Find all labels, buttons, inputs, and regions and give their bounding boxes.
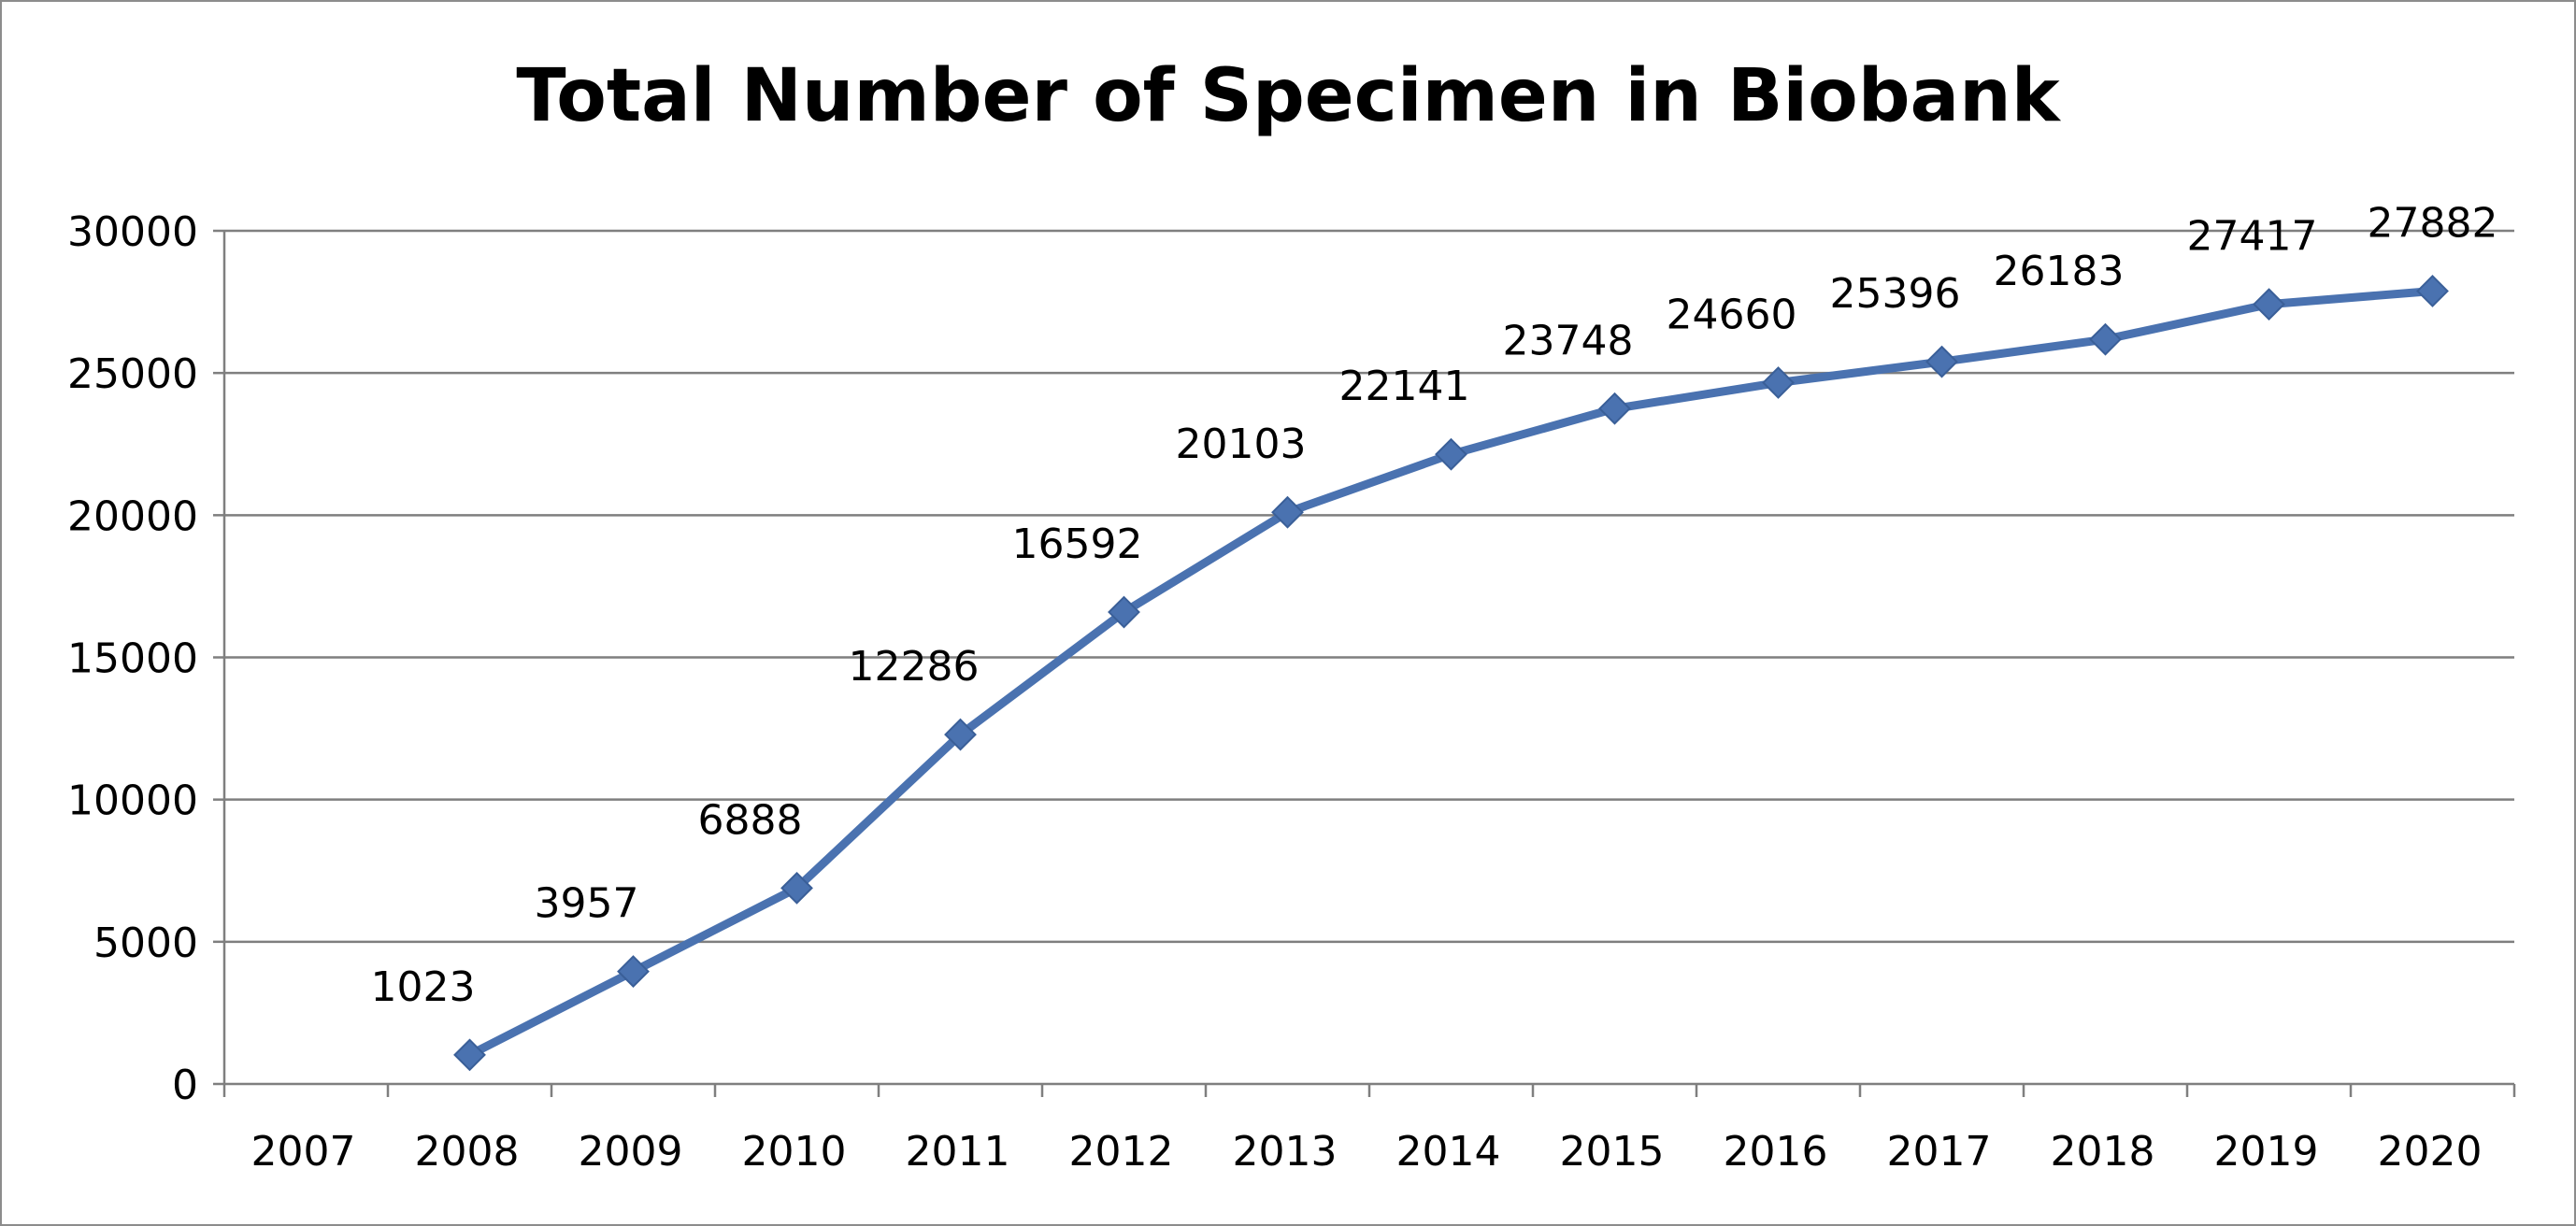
data-label: 24660 — [1667, 292, 1797, 339]
data-label: 1023 — [371, 963, 476, 1011]
data-point-marker — [1598, 392, 1631, 425]
y-tick-label: 10000 — [67, 777, 198, 825]
axes — [213, 229, 2516, 1097]
x-tick-label: 2016 — [1724, 1128, 1828, 1176]
data-point-marker — [780, 871, 813, 905]
x-tick-label: 2020 — [2378, 1128, 2483, 1176]
data-labels: 1023 3957 6888 12286 16592 20103 22141 23748 246… — [371, 199, 2498, 1010]
data-point-marker — [1925, 345, 1958, 378]
data-point-marker — [453, 1038, 486, 1072]
data-point-marker — [2253, 288, 2285, 321]
data-label: 20103 — [1176, 421, 1307, 468]
data-label: 23748 — [1503, 317, 1634, 364]
data-label: 22141 — [1339, 363, 1470, 410]
data-label: 16592 — [1012, 520, 1143, 568]
x-tick-label: 2014 — [1396, 1128, 1501, 1176]
data-label: 25396 — [1830, 270, 1961, 318]
data-point-marker — [1762, 366, 1795, 399]
data-point-marker — [1435, 437, 1467, 471]
y-tick-label: 5000 — [93, 920, 198, 967]
x-tick-label: 2013 — [1233, 1128, 1338, 1176]
x-tick-label: 2008 — [415, 1128, 520, 1176]
data-point-marker — [1271, 495, 1304, 529]
data-label: 12286 — [849, 643, 980, 691]
data-label: 6888 — [698, 796, 803, 844]
data-label: 3957 — [535, 880, 639, 928]
data-point-marker — [2089, 322, 2122, 356]
x-tick-label: 2009 — [579, 1128, 683, 1176]
x-tick-label: 2011 — [906, 1128, 1010, 1176]
x-tick-label: 2007 — [251, 1128, 356, 1176]
data-point-marker — [2416, 275, 2449, 307]
x-tick-label: 2010 — [742, 1128, 847, 1176]
gridlines — [224, 229, 2514, 944]
y-tick-label: 20000 — [67, 492, 198, 540]
data-point-marker — [617, 955, 650, 988]
data-label: 27882 — [2368, 199, 2498, 247]
y-tick-label: 15000 — [67, 635, 198, 683]
x-tick-label: 2018 — [2051, 1128, 2155, 1176]
y-tick-labels: 0 5000 10000 15000 20000 25000 30000 — [67, 208, 198, 1109]
data-point-marker — [944, 718, 977, 751]
x-tick-label: 2012 — [1069, 1128, 1174, 1176]
x-tick-label: 2015 — [1560, 1128, 1665, 1176]
chart-title: Total Number of Specimen in Biobank — [516, 54, 2060, 138]
data-point-marker — [1108, 595, 1140, 629]
data-label: 27417 — [2187, 213, 2318, 261]
x-tick-label: 2017 — [1887, 1128, 1992, 1176]
y-tick-label: 0 — [172, 1062, 198, 1109]
y-tick-label: 25000 — [67, 350, 198, 398]
y-tick-label: 30000 — [67, 208, 198, 256]
x-tick-labels: 2007 2008 2009 2010 2011 2012 2013 2014 2015 2016… — [251, 1128, 2483, 1176]
x-tick-label: 2019 — [2214, 1128, 2319, 1176]
data-label: 26183 — [1994, 248, 2125, 295]
data-markers — [453, 275, 2449, 1072]
